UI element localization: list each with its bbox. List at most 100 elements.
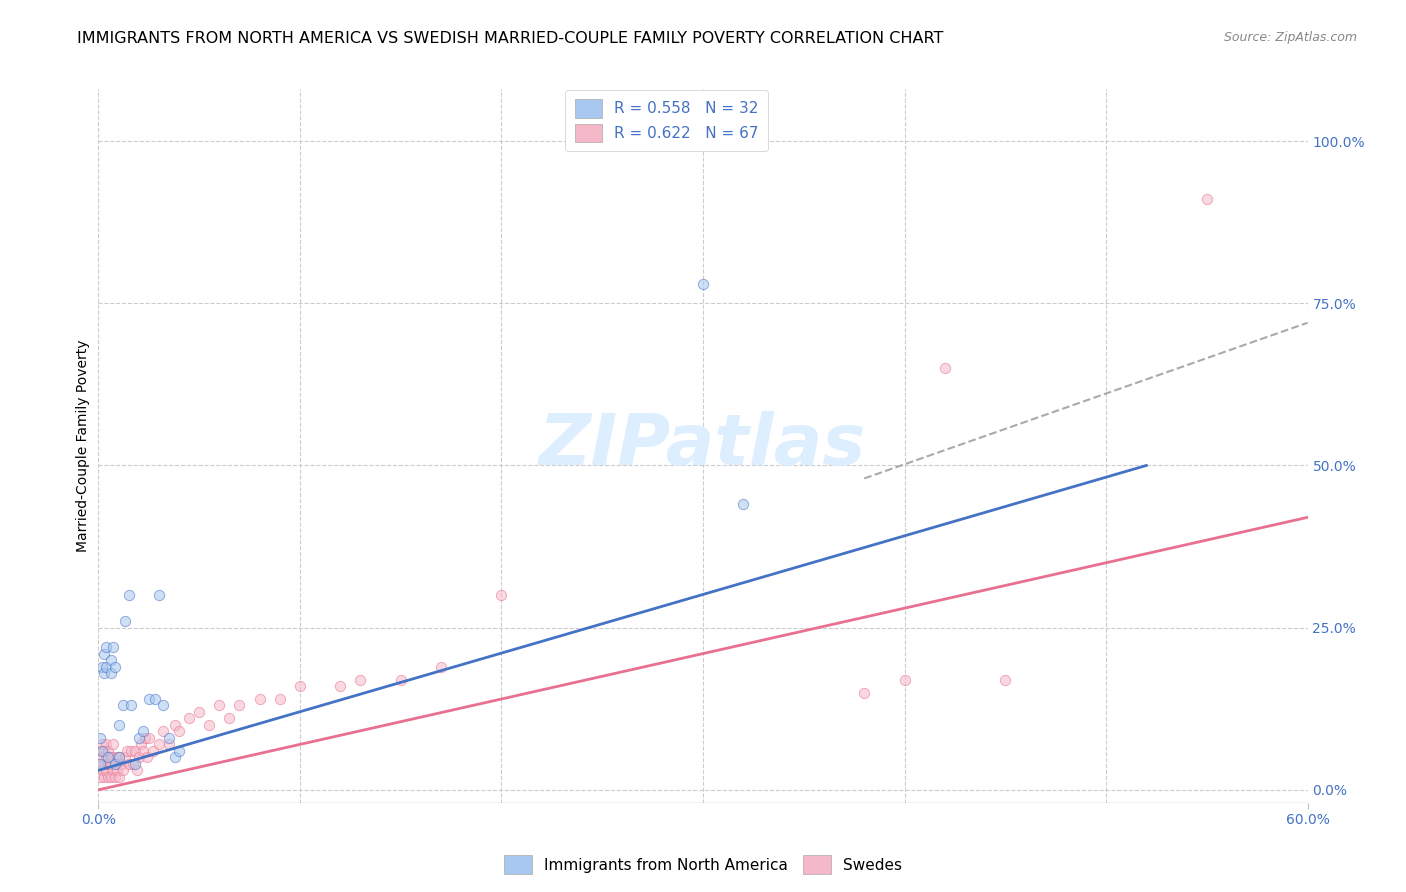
- Point: [100, 666, 122, 681]
- Point: [96, 750, 118, 764]
- Point: [157, 738, 180, 752]
- Point: [733, 497, 755, 511]
- Point: [101, 640, 124, 654]
- Y-axis label: Married-Couple Family Poverty: Married-Couple Family Poverty: [76, 340, 90, 552]
- Point: [157, 731, 180, 745]
- Point: [103, 659, 125, 673]
- Point: [93, 770, 115, 784]
- Point: [93, 666, 115, 681]
- Point: [934, 361, 956, 376]
- Text: Source: ZipAtlas.com: Source: ZipAtlas.com: [1223, 31, 1357, 45]
- Point: [114, 614, 136, 628]
- Point: [103, 770, 125, 784]
- Point: [179, 711, 201, 725]
- Point: [198, 718, 221, 732]
- Point: [218, 711, 240, 725]
- Point: [121, 756, 143, 771]
- Point: [148, 738, 170, 752]
- Point: [96, 640, 118, 654]
- Point: [152, 698, 174, 713]
- Point: [111, 764, 134, 778]
- Point: [91, 744, 114, 758]
- Point: [107, 750, 129, 764]
- Point: [101, 764, 124, 778]
- Point: [111, 698, 134, 713]
- Point: [893, 673, 915, 687]
- Point: [994, 673, 1017, 687]
- Point: [138, 731, 160, 745]
- Point: [491, 588, 513, 602]
- Point: [101, 750, 124, 764]
- Point: [103, 756, 125, 771]
- Legend: R = 0.558   N = 32, R = 0.622   N = 67: R = 0.558 N = 32, R = 0.622 N = 67: [565, 90, 768, 152]
- Point: [853, 685, 876, 699]
- Point: [103, 756, 125, 771]
- Point: [91, 738, 114, 752]
- Point: [125, 764, 148, 778]
- Point: [101, 738, 124, 752]
- Point: [288, 679, 311, 693]
- Point: [91, 750, 114, 764]
- Point: [96, 764, 118, 778]
- Point: [89, 756, 111, 771]
- Point: [107, 770, 129, 784]
- Point: [105, 750, 128, 764]
- Point: [148, 588, 170, 602]
- Point: [93, 756, 115, 771]
- Point: [120, 698, 142, 713]
- Point: [89, 770, 111, 784]
- Point: [114, 750, 136, 764]
- Point: [89, 744, 111, 758]
- Point: [134, 731, 156, 745]
- Point: [269, 692, 291, 706]
- Point: [100, 750, 122, 764]
- Legend: Immigrants from North America, Swedes: Immigrants from North America, Swedes: [498, 849, 908, 880]
- Point: [89, 756, 111, 771]
- Point: [329, 679, 352, 693]
- Point: [124, 744, 146, 758]
- Point: [138, 692, 160, 706]
- Point: [208, 698, 231, 713]
- Point: [132, 724, 155, 739]
- Point: [91, 659, 114, 673]
- Point: [188, 705, 211, 719]
- Point: [93, 744, 115, 758]
- Point: [105, 764, 128, 778]
- Text: IMMIGRANTS FROM NORTH AMERICA VS SWEDISH MARRIED-COUPLE FAMILY POVERTY CORRELATI: IMMIGRANTS FROM NORTH AMERICA VS SWEDISH…: [77, 31, 943, 46]
- Point: [115, 744, 138, 758]
- Point: [100, 756, 122, 771]
- Point: [89, 731, 111, 745]
- Point: [128, 731, 150, 745]
- Point: [93, 647, 115, 661]
- Text: ZIPatlas: ZIPatlas: [540, 411, 866, 481]
- Point: [97, 744, 120, 758]
- Point: [129, 738, 152, 752]
- Point: [110, 756, 132, 771]
- Point: [91, 764, 114, 778]
- Point: [167, 744, 190, 758]
- Point: [152, 724, 174, 739]
- Point: [135, 750, 157, 764]
- Point: [120, 744, 142, 758]
- Point: [97, 756, 120, 771]
- Point: [97, 750, 120, 764]
- Point: [349, 673, 371, 687]
- Point: [430, 659, 453, 673]
- Point: [100, 770, 122, 784]
- Point: [163, 750, 186, 764]
- Point: [96, 659, 118, 673]
- Point: [107, 718, 129, 732]
- Point: [97, 770, 120, 784]
- Point: [167, 724, 190, 739]
- Point: [163, 718, 186, 732]
- Point: [128, 750, 150, 764]
- Point: [142, 744, 165, 758]
- Point: [118, 588, 141, 602]
- Point: [100, 653, 122, 667]
- Point: [228, 698, 250, 713]
- Point: [118, 756, 141, 771]
- Point: [692, 277, 714, 291]
- Point: [143, 692, 166, 706]
- Point: [107, 750, 129, 764]
- Point: [249, 692, 271, 706]
